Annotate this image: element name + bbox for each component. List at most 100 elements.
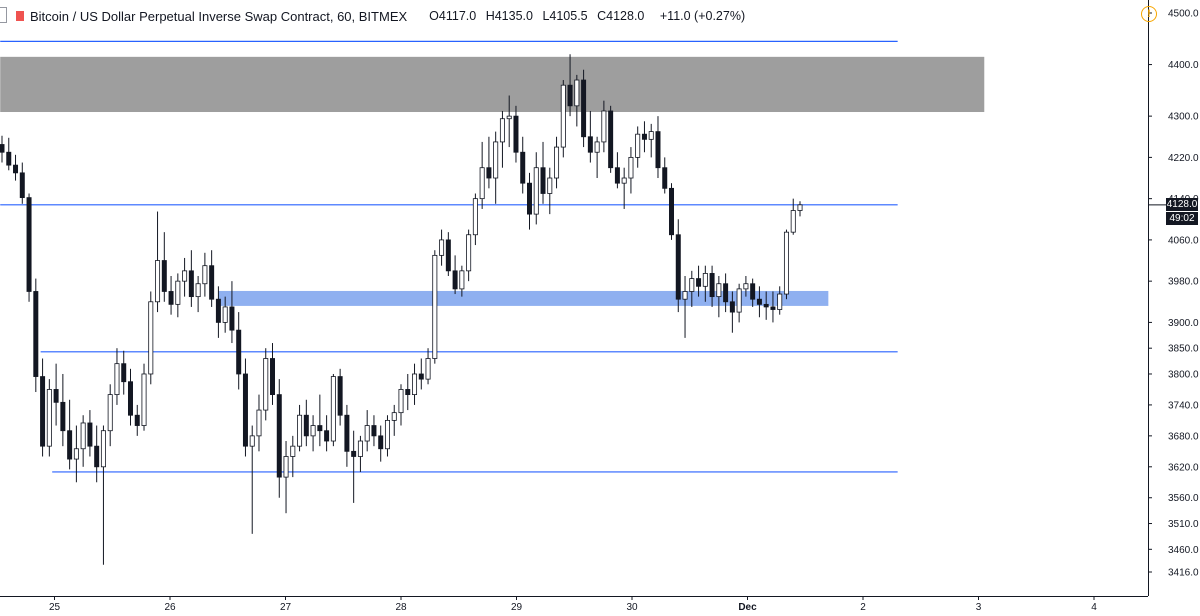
alert-circle-icon[interactable]: ! [1141, 6, 1157, 22]
candle-body [303, 414, 309, 437]
candle-body [743, 283, 749, 290]
y-tick-label: 3416.0 [1168, 568, 1199, 579]
candle-body [168, 291, 174, 305]
candle-body [750, 283, 756, 300]
y-tick-label: 4300.0 [1168, 112, 1199, 123]
y-tick-label: 3460.0 [1168, 545, 1199, 556]
candle-body [696, 278, 702, 287]
candle-body [155, 260, 161, 303]
candle-body [506, 115, 512, 120]
close-label: C [597, 9, 607, 23]
candle-body [182, 270, 188, 282]
candle-body [790, 210, 796, 233]
candle-body [689, 278, 695, 292]
candle-body [405, 389, 411, 396]
candle-body [26, 197, 32, 292]
candle-body [134, 414, 140, 426]
candle-body [283, 456, 289, 478]
candle-body [364, 425, 370, 442]
candle-body [141, 373, 147, 426]
y-tick-label: 4220.0 [1168, 153, 1199, 164]
candle-body [209, 265, 215, 300]
candle-body [709, 273, 715, 298]
candle-body [222, 306, 228, 323]
candle-body [378, 435, 384, 450]
candle-body [452, 270, 458, 290]
candle-body [310, 425, 316, 437]
candle-body [317, 425, 323, 432]
x-tick-label: 26 [164, 602, 176, 613]
symbol-title[interactable]: Bitcoin / US Dollar Perpetual Inverse Sw… [30, 8, 408, 24]
candle-body [202, 265, 208, 285]
y-tick-label: 3980.0 [1168, 277, 1199, 288]
ohlc-readout: O4117.0 H4135.0 L4105.5 C4128.0 +11.0 (+… [429, 9, 745, 23]
candle-body [486, 167, 492, 179]
candle-body [324, 430, 330, 442]
candle-body [398, 389, 404, 414]
open-label: O [429, 9, 439, 23]
candle-body [330, 376, 336, 442]
candle-body [256, 409, 262, 437]
candle-body [479, 167, 485, 200]
candle-body [412, 373, 418, 396]
candle-body [763, 303, 769, 308]
y-tick-label: 3560.0 [1168, 493, 1199, 504]
candle-body [608, 110, 614, 169]
candle-body [540, 167, 546, 194]
candle-body [114, 363, 120, 396]
candle-body [425, 358, 431, 380]
candle-body [648, 131, 654, 140]
candle-body [594, 141, 600, 153]
candle-body [669, 187, 675, 236]
x-tick-label: 2 [860, 602, 866, 613]
candle-body [73, 448, 79, 460]
candle-body [729, 301, 735, 313]
candle-body [574, 79, 580, 107]
candle-body [466, 234, 472, 272]
candle-body [270, 358, 276, 396]
candle-body [662, 167, 668, 189]
candle-body [783, 231, 789, 295]
y-tick-label: 3740.0 [1168, 400, 1199, 411]
candle-body [195, 283, 201, 298]
candle-body [554, 146, 560, 179]
candle-body [445, 239, 451, 272]
y-tick-label: 3620.0 [1168, 462, 1199, 473]
candle-body [459, 270, 465, 290]
collapse-legend-toggle[interactable] [0, 7, 7, 23]
candle-body [94, 445, 100, 468]
candle-body [337, 376, 343, 416]
candle-body [19, 172, 25, 199]
chart-legend: Bitcoin / US Dollar Perpetual Inverse Sw… [0, 6, 745, 26]
candle-body [655, 131, 661, 169]
zone-resistance [0, 56, 985, 113]
candle-body [297, 414, 303, 447]
candle-body [161, 260, 167, 292]
candle-body [60, 401, 66, 432]
low-label: L [542, 9, 550, 23]
candle-body [107, 394, 113, 432]
candle-body [6, 151, 12, 166]
candle-body [547, 177, 553, 194]
candle-body [587, 136, 593, 153]
symbol-color-marker-icon [16, 11, 24, 21]
y-tick-label: 3510.0 [1168, 519, 1199, 530]
last-price-badge: 4128.0 [1166, 197, 1198, 211]
candle-body [351, 450, 357, 457]
candle-body [100, 430, 106, 468]
x-tick-label: 27 [280, 602, 292, 613]
open-value: 4117.0 [438, 9, 477, 23]
candle-body [499, 118, 505, 143]
candle-body [384, 419, 390, 450]
candle-body [533, 167, 539, 215]
candle-body [67, 430, 73, 460]
candle-body [777, 293, 783, 310]
high-value: 4135.0 [494, 9, 533, 23]
candle-body [472, 198, 478, 236]
candle-body [40, 376, 46, 447]
candle-body [702, 273, 708, 287]
candle-body [236, 329, 242, 375]
candle-body [215, 298, 221, 323]
